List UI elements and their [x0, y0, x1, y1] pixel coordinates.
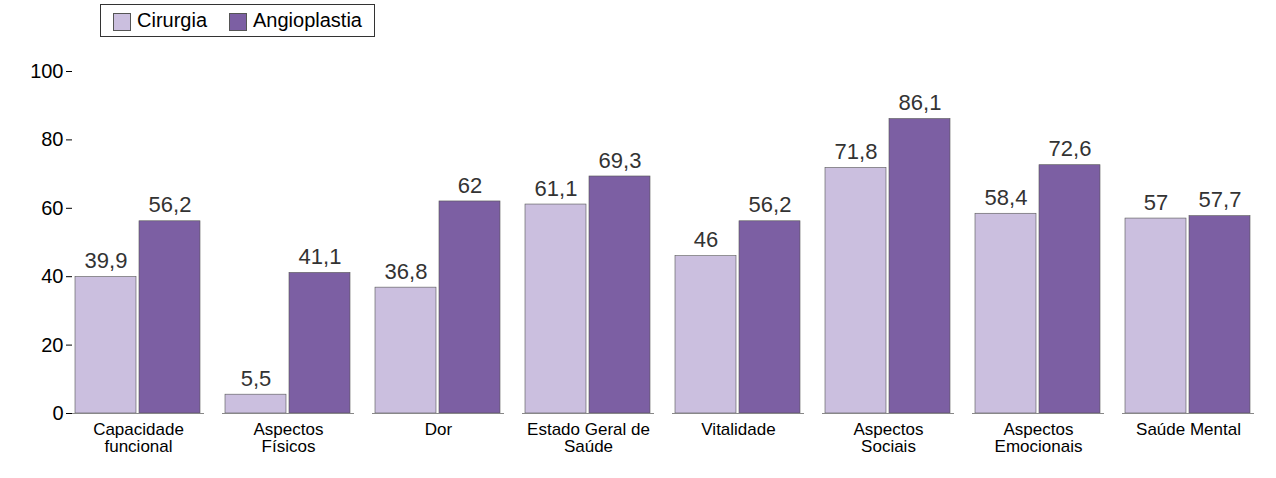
svg-text:36,8: 36,8 [385, 259, 428, 284]
svg-text:72,6: 72,6 [1049, 136, 1092, 161]
svg-text:56,2: 56,2 [749, 192, 792, 217]
svg-text:Vitalidade: Vitalidade [701, 420, 775, 439]
svg-text:Estado Geral deSaúde: Estado Geral deSaúde [527, 420, 650, 456]
svg-text:39,9: 39,9 [85, 248, 128, 273]
svg-text:60: 60 [41, 197, 63, 219]
svg-text:61,1: 61,1 [535, 176, 578, 201]
svg-text:100: 100 [30, 60, 63, 82]
svg-text:58,4: 58,4 [985, 185, 1028, 210]
svg-text:56,2: 56,2 [149, 192, 192, 217]
svg-text:20: 20 [41, 334, 63, 356]
svg-text:40: 40 [41, 265, 63, 287]
svg-text:57,7: 57,7 [1199, 187, 1242, 212]
svg-text:41,1: 41,1 [299, 244, 342, 269]
svg-text:69,3: 69,3 [599, 148, 642, 173]
svg-text:80: 80 [41, 128, 63, 150]
svg-text:Capacidadefuncional: Capacidadefuncional [93, 420, 184, 456]
svg-text:AspectosEmocionais: AspectosEmocionais [995, 420, 1083, 456]
html-text:Cirurgia: Cirurgia [137, 9, 207, 31]
svg-text:86,1: 86,1 [899, 90, 942, 115]
svg-text:0: 0 [52, 402, 63, 424]
svg-text:AspectosFísicos: AspectosFísicos [254, 420, 324, 456]
svg-text:46: 46 [694, 227, 718, 252]
svg-text:57: 57 [1144, 190, 1168, 215]
svg-text:Saúde Mental: Saúde Mental [1136, 420, 1241, 439]
svg-text:5,5: 5,5 [241, 366, 272, 391]
svg-text:AspectosSociais: AspectosSociais [854, 420, 924, 456]
svg-text:62: 62 [458, 173, 482, 198]
svg-text:71,8: 71,8 [835, 139, 878, 164]
svg-text:Dor: Dor [425, 420, 453, 439]
html-text:Angioplastia: Angioplastia [253, 9, 362, 31]
